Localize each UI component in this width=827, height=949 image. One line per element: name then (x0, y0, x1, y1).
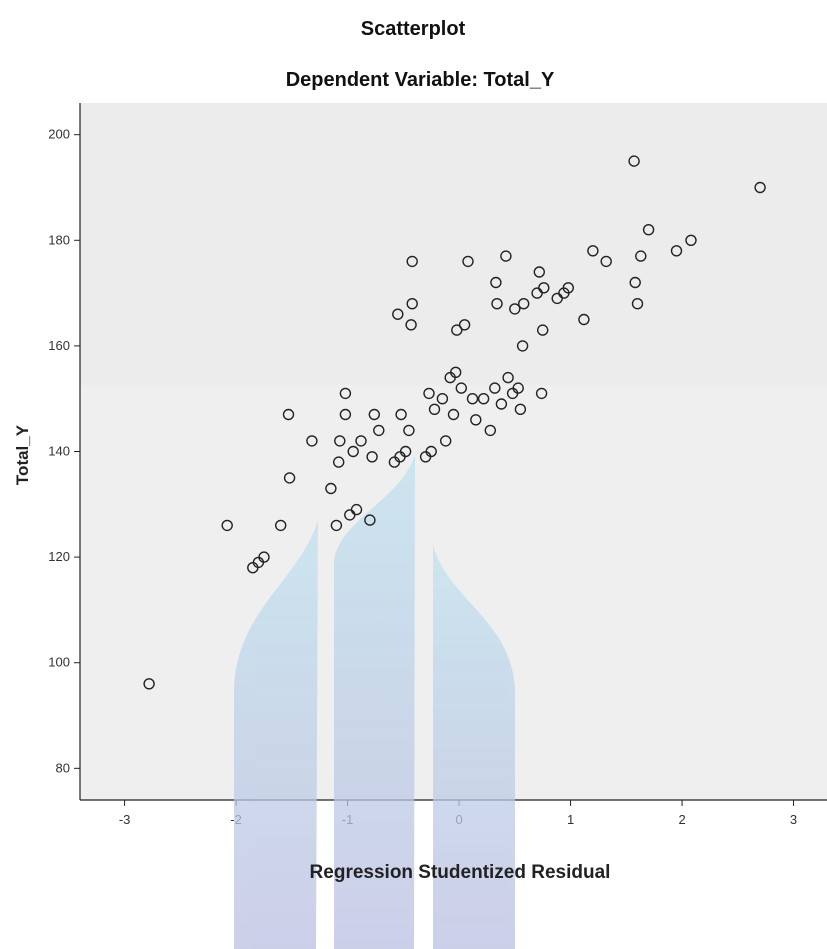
scatter-point (330, 519, 343, 532)
watermark-center-leaf (334, 455, 415, 949)
scatter-point (600, 255, 612, 268)
scatter-point (685, 234, 697, 247)
scatter-point (490, 276, 502, 289)
scatter-point (635, 250, 647, 262)
chart-subtitle: Dependent Variable: Total_Y (286, 69, 555, 91)
x-tick-label: 2 (678, 812, 685, 827)
y-tick-label: 120 (48, 549, 70, 564)
scatter-point (516, 340, 529, 352)
scatter-point (399, 445, 412, 458)
scatter-point (425, 445, 437, 458)
scatter-point (339, 387, 352, 400)
scatter-point (518, 298, 530, 310)
scatter-point (491, 298, 503, 310)
scatter-point (347, 445, 359, 458)
scatter-point (533, 266, 545, 278)
chart-title: Scatterplot (361, 18, 466, 40)
scatter-point (350, 503, 363, 516)
y-tick-label: 140 (48, 444, 70, 459)
scatter-point (405, 319, 417, 331)
scatter-point (392, 308, 404, 320)
x-tick-label: 1 (567, 812, 574, 827)
scatter-point (282, 408, 295, 421)
scatter-point (502, 371, 514, 384)
scatter-point (489, 382, 501, 394)
scatter-point (535, 387, 548, 400)
scatter-point (355, 435, 367, 447)
scatter-point (538, 282, 550, 294)
scatter-point (629, 276, 641, 289)
y-axis-ticks: 80 100 120 140 160 180 200 (48, 127, 80, 775)
scatter-point (283, 472, 296, 484)
scatter-point (455, 382, 467, 394)
y-tick-label: 200 (48, 127, 70, 142)
scatter-point (440, 435, 452, 447)
scatter-point (451, 324, 463, 336)
y-tick-label: 80 (56, 760, 70, 775)
scatter-point (642, 223, 655, 236)
scatter-point (333, 456, 345, 468)
scatter-point (578, 313, 590, 326)
scatter-point (509, 303, 521, 315)
scatter-point (450, 366, 462, 378)
scatter-point (754, 181, 766, 194)
scatter-point (403, 424, 415, 437)
scatter-point (484, 424, 496, 437)
scatter-point (628, 155, 640, 167)
scatter-point (447, 408, 460, 421)
scatter-point (339, 408, 352, 421)
watermark-left-leaf (234, 520, 318, 949)
watermark-right-leaf (433, 545, 515, 949)
scatter-point (258, 551, 270, 563)
scatter-point (470, 414, 482, 426)
scatter-point (366, 451, 378, 463)
scatter-point (562, 282, 574, 294)
y-axis-label: Total_Y (13, 424, 32, 485)
scatter-point (221, 519, 233, 532)
scatter-point (275, 519, 287, 532)
scatter-point (670, 245, 683, 257)
x-axis-label: Regression Studentized Residual (310, 862, 611, 883)
scatter-point (325, 482, 337, 495)
plot-area-upper-band (80, 103, 827, 385)
y-tick-label: 160 (48, 338, 70, 353)
x-tick-label: 3 (790, 812, 797, 827)
scatter-point (364, 514, 376, 526)
scatter-point (334, 435, 346, 447)
watermark-logo (234, 455, 515, 949)
scatter-point (428, 403, 441, 415)
scatter-point (373, 424, 385, 437)
scatter-point (477, 393, 490, 405)
scatter-point (462, 255, 474, 268)
y-tick-label: 180 (48, 232, 70, 247)
scatter-point (395, 408, 407, 421)
scatter-point (537, 324, 549, 336)
scatter-point (143, 678, 155, 690)
scatter-point (466, 393, 479, 405)
x-tick-label: -3 (119, 812, 131, 827)
scatter-point (495, 398, 508, 410)
scatter-point (306, 435, 318, 447)
data-points (143, 155, 766, 690)
scatter-point (587, 245, 599, 257)
scatter-point (500, 250, 512, 262)
scatter-point (406, 298, 418, 310)
scatter-point (436, 393, 449, 405)
scatter-point (406, 255, 418, 268)
y-tick-label: 100 (48, 655, 70, 670)
scatter-point (368, 408, 380, 421)
scatter-point (514, 403, 527, 415)
scatter-point (631, 298, 644, 310)
scatter-point (423, 387, 435, 400)
scatter-point (512, 382, 524, 394)
scatter-point (458, 319, 471, 331)
